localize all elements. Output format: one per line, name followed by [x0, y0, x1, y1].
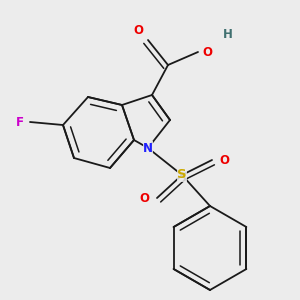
Text: O: O — [202, 46, 212, 59]
Text: O: O — [134, 24, 143, 37]
Text: N: N — [143, 142, 153, 154]
Text: H: H — [223, 28, 233, 41]
Text: S: S — [177, 169, 187, 182]
Text: O: O — [140, 191, 149, 205]
Text: F: F — [16, 116, 24, 128]
Text: O: O — [220, 154, 230, 166]
